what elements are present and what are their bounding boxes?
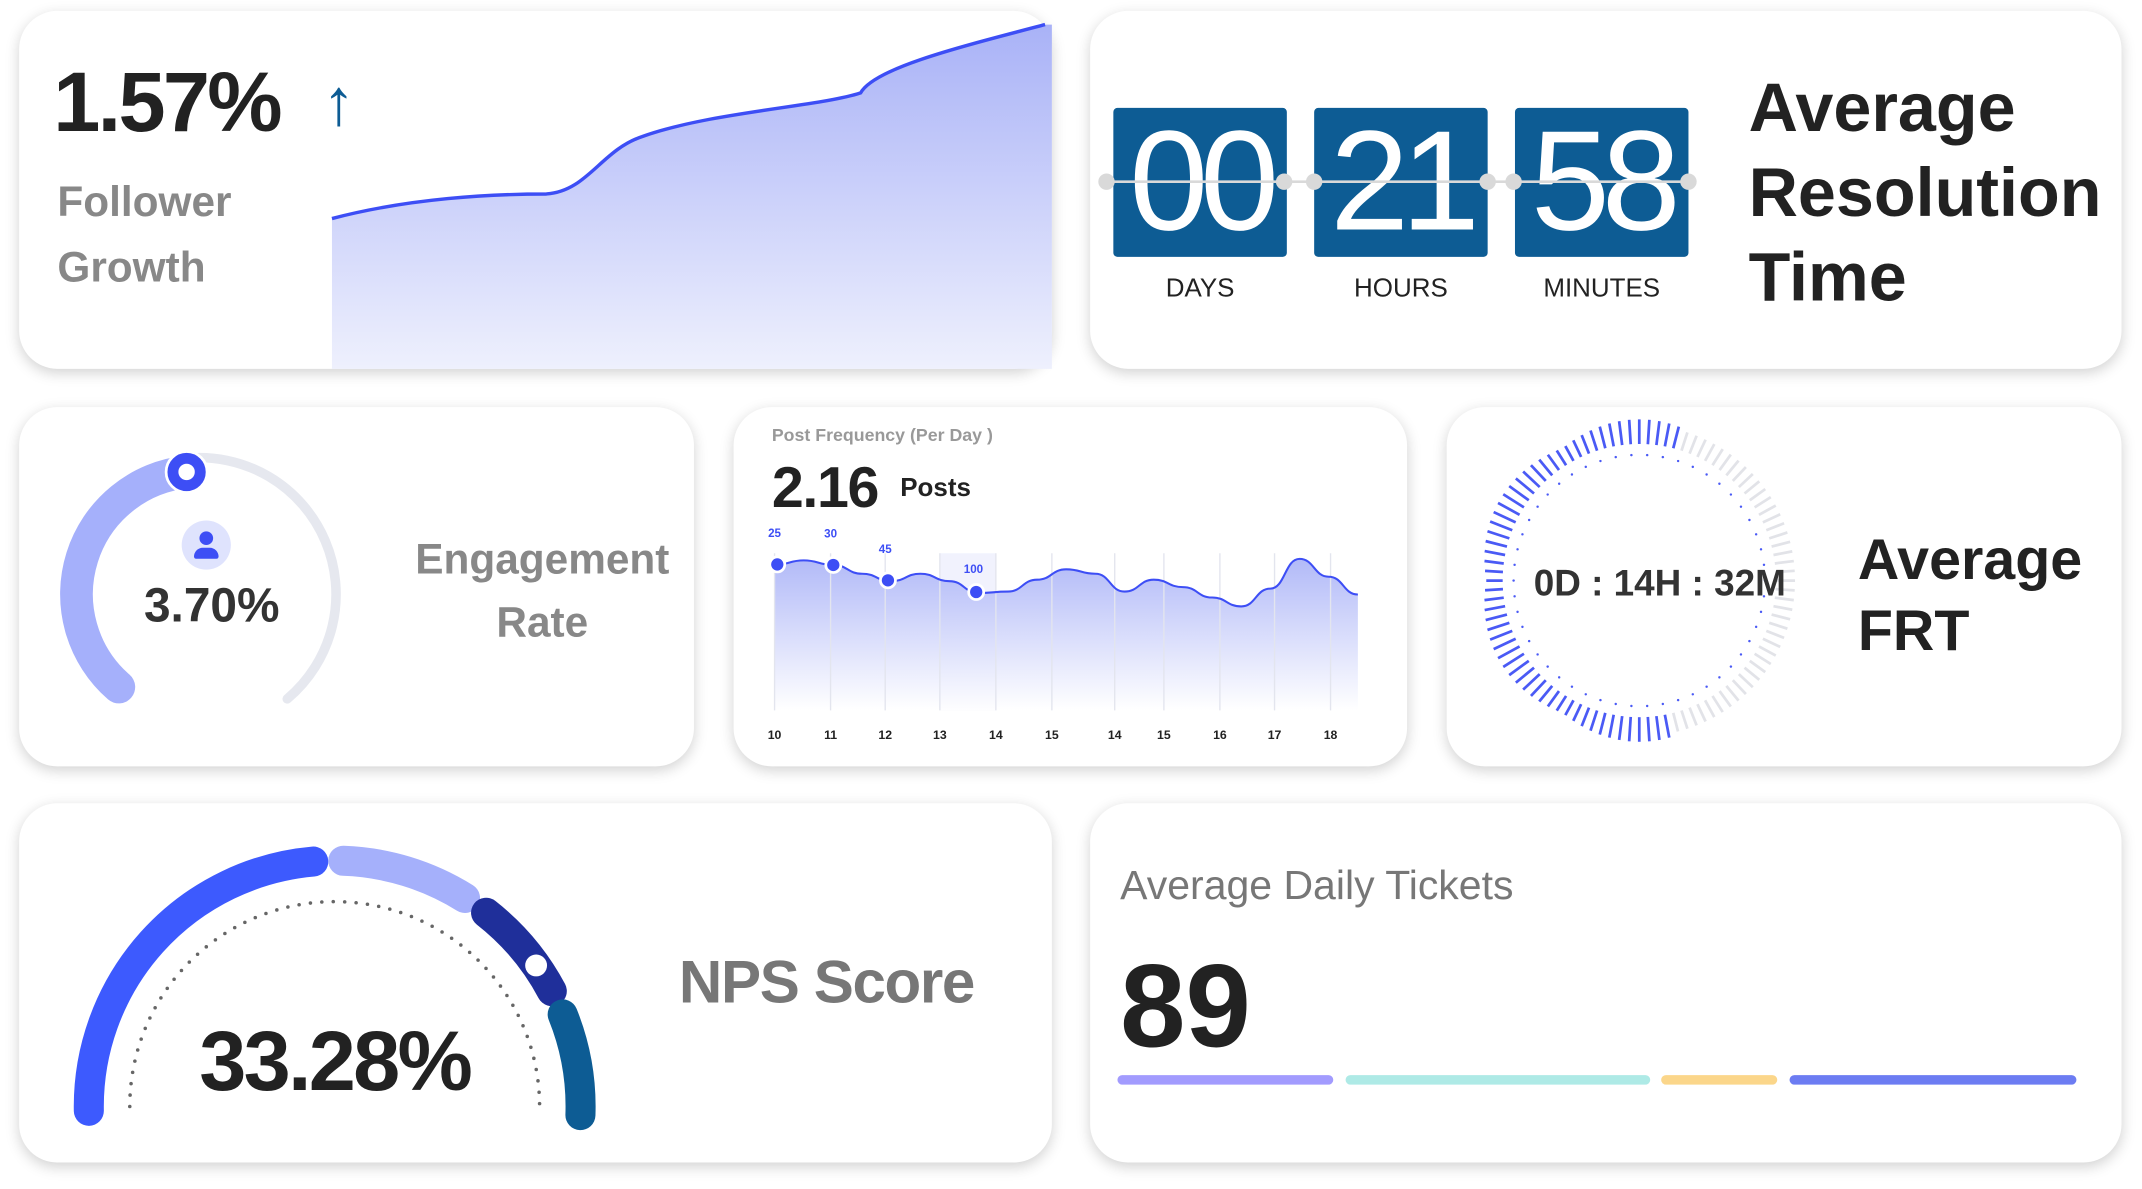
title-line: FRT — [1857, 598, 1970, 663]
follower-growth-card: 1.57% ↑ Follower Growth — [19, 10, 1052, 369]
tickets-segment — [1661, 1075, 1778, 1085]
post-frequency-title: Post Frequency (Per Day ) — [771, 424, 993, 446]
tickets-title: Average Daily Tickets — [1120, 863, 1514, 909]
label-line: Engagement — [415, 535, 670, 584]
title-line: Average — [1857, 527, 2083, 592]
title-line: Time — [1748, 239, 1907, 316]
days-box: 00 — [1113, 107, 1287, 257]
engagement-label: Engagement Rate — [396, 529, 688, 655]
tickets-value: 89 — [1120, 941, 1251, 1073]
minutes-box: 58 — [1514, 107, 1689, 257]
nps-value: 33.28% — [199, 1014, 473, 1110]
user-icon — [181, 520, 231, 570]
hours-box: 21 — [1314, 107, 1488, 257]
frt-title: Average FRT — [1858, 525, 2082, 667]
label-line: Rate — [496, 598, 589, 647]
engagement-value: 3.70% — [143, 579, 280, 633]
days-label: DAYS — [1165, 274, 1235, 304]
title-line: Average — [1748, 69, 2016, 147]
tickets-card — [1090, 803, 2122, 1163]
resolution-title: Average Resolution Time — [1749, 66, 2102, 320]
arrow-up-icon: ↑ — [322, 66, 356, 140]
title-line: Resolution — [1748, 154, 2102, 231]
follower-growth-value: 1.57% — [53, 56, 282, 151]
label-line: Growth — [57, 243, 206, 291]
minutes-label: MINUTES — [1543, 274, 1661, 304]
hours-label: HOURS — [1354, 274, 1448, 304]
tickets-segment — [1789, 1075, 2077, 1085]
label-line: Follower — [57, 177, 232, 226]
nps-label: NPS Score — [678, 949, 975, 1017]
tickets-segment — [1345, 1075, 1651, 1085]
tickets-segment — [1117, 1075, 1334, 1085]
follower-growth-label: Follower Growth — [57, 169, 231, 300]
frt-value: 0D : 14H : 32M — [1533, 562, 1786, 604]
post-frequency-value: 2.16 — [771, 454, 880, 520]
post-frequency-unit: Posts — [900, 474, 971, 503]
